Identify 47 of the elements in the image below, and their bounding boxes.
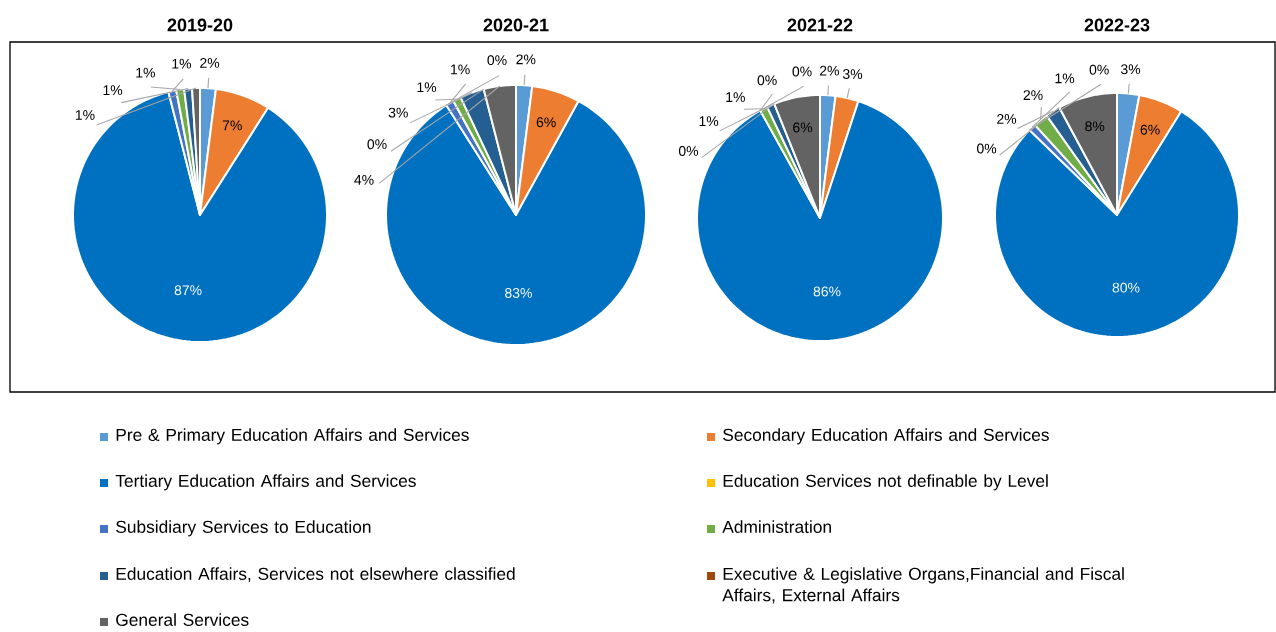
- data-label: 2%: [819, 65, 839, 76]
- data-label: 1%: [417, 82, 437, 93]
- text: 0%: [487, 55, 507, 66]
- legend-label: Secondary Education Affairs and Services: [723, 428, 1049, 445]
- data-label: 2%: [516, 54, 536, 65]
- data-label: 6%: [793, 122, 813, 133]
- data-label: 1%: [103, 85, 123, 96]
- text: 0%: [977, 143, 997, 154]
- legend-label: Pre & Primary Education Affairs and Services: [116, 428, 469, 445]
- data-label: 80%: [1112, 282, 1140, 293]
- legend-label: Education Affairs, Services not elsewhere classified: [116, 567, 515, 583]
- data-label: 7%: [222, 120, 242, 131]
- chart-title: 2019-20: [167, 18, 233, 32]
- data-label: 2%: [1023, 90, 1043, 100]
- data-label: 6%: [1140, 124, 1160, 135]
- data-label: 1%: [451, 64, 470, 75]
- data-label: 3%: [842, 69, 863, 79]
- text: 0%: [678, 146, 699, 156]
- legend-label: General Services: [116, 613, 249, 626]
- legend-label: Tertiary Education Affairs and Services: [115, 474, 416, 491]
- data-label: 2%: [997, 114, 1017, 124]
- data-label: 1%: [172, 58, 192, 69]
- data-label: 1%: [726, 92, 745, 102]
- text: 0%: [792, 66, 812, 77]
- legend-label: Subsidiary Services to Education: [116, 520, 371, 537]
- data-label: 1%: [75, 110, 95, 120]
- data-label: 1%: [699, 116, 719, 127]
- legend-label: Education Services not definable by Level: [723, 474, 1048, 491]
- data-label: 83%: [505, 288, 532, 298]
- chart-title: 2020-21: [483, 18, 549, 32]
- text: 0%: [367, 139, 387, 150]
- data-label: 6%: [536, 117, 556, 128]
- data-label: 8%: [1085, 121, 1105, 132]
- data-label: 3%: [1120, 64, 1141, 75]
- data-label: 1%: [136, 67, 155, 78]
- text: 0%: [757, 75, 777, 86]
- legend-label: Executive & Legislative Organs,Financial and Fiscal Affairs, External Affairs: [722, 567, 1124, 604]
- data-label: 86%: [813, 286, 841, 297]
- chart-title: 2021-22: [787, 18, 853, 32]
- data-label: 4%: [354, 175, 374, 185]
- data-label: 2%: [200, 57, 220, 68]
- data-label: 87%: [174, 285, 202, 296]
- legend-label: Administration: [722, 520, 831, 533]
- data-label: 3%: [388, 107, 408, 118]
- data-label: 1%: [1055, 73, 1075, 84]
- text: 0%: [1089, 64, 1109, 75]
- chart-title: 2022-23: [1084, 18, 1150, 32]
